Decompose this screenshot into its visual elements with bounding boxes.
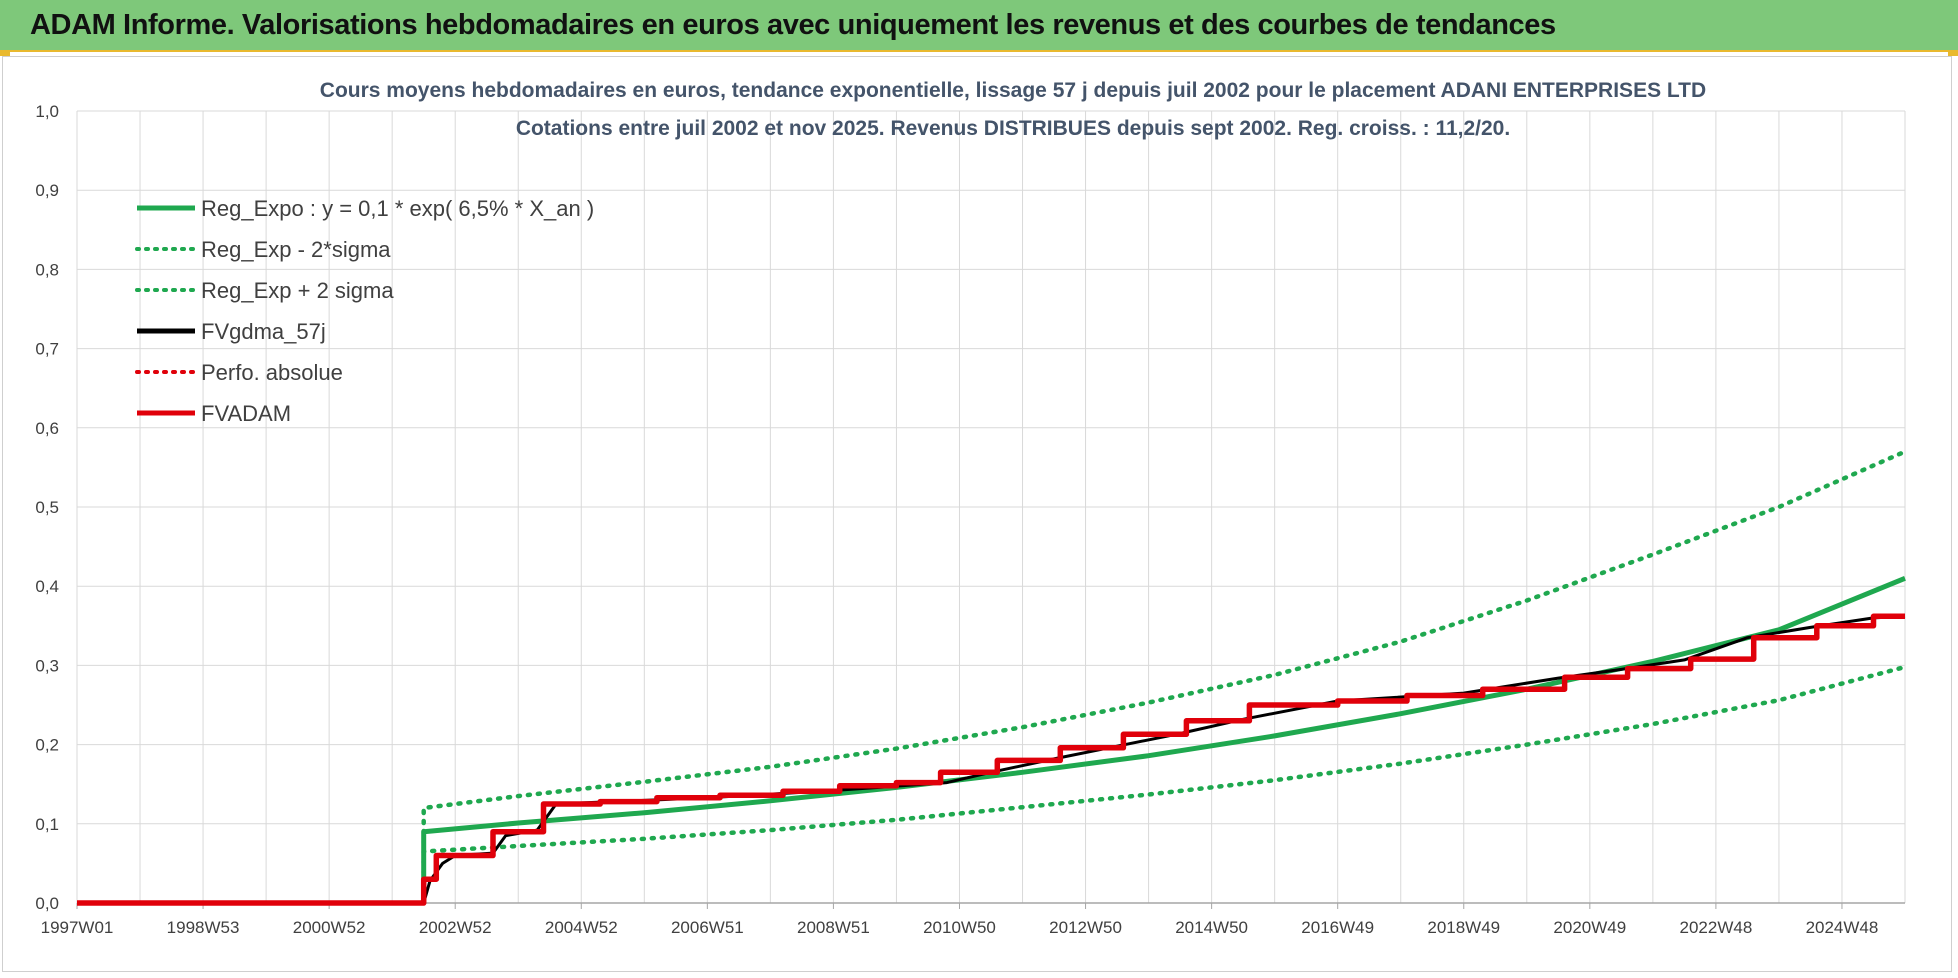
x-tick-label: 2016W49 <box>1301 918 1374 937</box>
y-tick-label: 0,0 <box>35 894 59 913</box>
y-tick-label: 0,8 <box>35 260 59 279</box>
y-tick-label: 0,7 <box>35 340 59 359</box>
x-tick-label: 2024W48 <box>1806 918 1879 937</box>
legend-label: Reg_Exp + 2 sigma <box>201 278 394 303</box>
series <box>77 449 1908 906</box>
y-tick-label: 0,4 <box>35 577 59 596</box>
y-tick-label: 0,5 <box>35 498 59 517</box>
legend-label: FVADAM <box>201 401 291 426</box>
y-tick-label: 0,9 <box>35 181 59 200</box>
x-tick-label: 2022W48 <box>1680 918 1753 937</box>
y-tick-label: 0,2 <box>35 736 59 755</box>
grid <box>76 110 1906 904</box>
chart-frame: 0,0 0,1 0,2 0,3 0,4 0,5 0,6 0,7 0,8 0,9 1,0 1997W01… <box>2 56 1952 972</box>
legend: Reg_Expo : y = 0,1 * exp( 6,5% * X_an ) R… <box>135 196 594 426</box>
x-tick-label: 1998W53 <box>167 918 240 937</box>
series-line-0 <box>77 575 1906 906</box>
x-tick-label: 2020W49 <box>1553 918 1626 937</box>
chart-title-line1: Cours moyens hebdomadaires en euros, ten… <box>320 79 1706 102</box>
x-tick-label: 2004W52 <box>545 918 618 937</box>
series-line-4 <box>77 613 1905 906</box>
x-tick-label: 2002W52 <box>419 918 492 937</box>
chart-title-line2: Cotations entre juil 2002 et nov 2025. R… <box>516 117 1510 140</box>
app-header: ADAM Informe. Valorisations hebdomadaire… <box>0 0 1958 52</box>
x-tick-label: 2014W50 <box>1175 918 1248 937</box>
frame-corner-right <box>1948 50 1958 56</box>
y-tick-label: 1,0 <box>35 102 59 121</box>
legend-label: FVgdma_57j <box>201 319 326 344</box>
series-line-1 <box>421 664 1908 906</box>
app-title: ADAM Informe. Valorisations hebdomadaire… <box>30 9 1556 41</box>
x-tick-label: 2012W50 <box>1049 918 1122 937</box>
y-tick-label: 0,3 <box>35 656 59 675</box>
y-tick-label: 0,1 <box>35 815 59 834</box>
x-tick-label: 2000W52 <box>293 918 366 937</box>
legend-label: Reg_Exp - 2*sigma <box>201 237 391 262</box>
y-tick-label: 0,6 <box>35 419 59 438</box>
series-line-2 <box>421 449 1908 906</box>
x-tick-label: 2006W51 <box>671 918 744 937</box>
series-line-3 <box>77 614 1906 905</box>
x-tick-label: 2010W50 <box>923 918 996 937</box>
x-tick-label: 1997W01 <box>41 918 114 937</box>
chart: 0,0 0,1 0,2 0,3 0,4 0,5 0,6 0,7 0,8 0,9 1,0 1997W01… <box>35 79 1908 937</box>
frame-corner-left <box>0 50 10 56</box>
x-tick-label: 2018W49 <box>1427 918 1500 937</box>
x-tick-label: 2008W51 <box>797 918 870 937</box>
legend-label: Reg_Expo : y = 0,1 * exp( 6,5% * X_an ) <box>201 196 594 221</box>
legend-label: Perfo. absolue <box>201 360 343 385</box>
